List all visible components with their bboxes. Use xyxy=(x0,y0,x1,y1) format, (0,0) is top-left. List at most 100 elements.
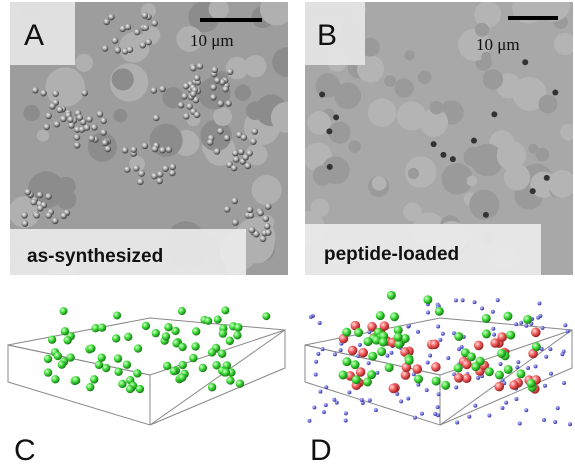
bead xyxy=(159,86,166,93)
sphere xyxy=(87,344,95,352)
sphere xyxy=(497,332,507,342)
bead xyxy=(166,146,173,153)
sphere xyxy=(454,373,464,383)
figure: A 10 μm as-synthesized B 10 μm peptide-l… xyxy=(0,0,575,473)
dot xyxy=(544,355,548,359)
dot xyxy=(316,352,320,356)
bead xyxy=(133,165,140,172)
sphere xyxy=(219,329,227,337)
sphere xyxy=(208,348,216,356)
sphere xyxy=(72,376,80,384)
bead xyxy=(114,47,121,54)
dot xyxy=(536,316,540,320)
spot xyxy=(431,141,437,147)
dot xyxy=(318,321,322,325)
sphere xyxy=(208,383,216,391)
bead xyxy=(138,170,145,177)
dot xyxy=(500,406,504,410)
bead xyxy=(40,90,47,97)
dot xyxy=(321,347,325,351)
bead xyxy=(190,65,197,72)
texture xyxy=(483,69,503,89)
dot xyxy=(519,321,523,325)
sphere xyxy=(152,329,160,337)
texture xyxy=(271,102,302,133)
dot xyxy=(413,416,417,420)
bead xyxy=(248,212,255,219)
bead xyxy=(247,206,254,213)
dot xyxy=(318,390,322,394)
bead xyxy=(21,212,28,219)
sphere xyxy=(171,327,179,335)
bead xyxy=(134,29,141,36)
bead xyxy=(222,86,229,93)
bead xyxy=(22,220,29,227)
sphere xyxy=(114,368,122,376)
sphere xyxy=(226,376,234,384)
sphere xyxy=(531,328,541,338)
sphere xyxy=(376,311,385,320)
sphere xyxy=(214,316,222,324)
texture xyxy=(23,105,39,121)
bead xyxy=(245,163,252,170)
bead xyxy=(217,100,224,107)
sphere xyxy=(262,312,270,320)
bead xyxy=(37,192,44,199)
bead xyxy=(224,206,231,213)
dot xyxy=(476,376,480,380)
sphere xyxy=(44,368,52,376)
spheres-c xyxy=(44,306,271,393)
sphere xyxy=(368,352,377,361)
dot xyxy=(563,323,567,327)
bead xyxy=(86,116,93,123)
texture xyxy=(112,68,134,90)
sphere xyxy=(394,333,403,342)
scale-label: 10 μm xyxy=(190,31,234,50)
sphere xyxy=(133,369,141,377)
sphere xyxy=(389,384,399,394)
bead xyxy=(260,236,267,243)
bead xyxy=(81,90,88,97)
dot xyxy=(385,354,389,358)
bead xyxy=(232,150,239,157)
bead xyxy=(76,114,83,121)
sphere xyxy=(66,353,74,361)
bead xyxy=(250,138,257,145)
sphere xyxy=(356,367,366,377)
bead xyxy=(54,121,61,128)
bead xyxy=(181,93,188,100)
sphere xyxy=(61,327,69,335)
dot xyxy=(433,412,437,416)
sphere xyxy=(123,361,131,369)
bead xyxy=(249,227,256,234)
sphere xyxy=(163,362,171,370)
texture xyxy=(252,175,282,205)
sphere xyxy=(482,314,491,323)
sphere xyxy=(342,328,351,337)
bead xyxy=(257,210,264,217)
sphere xyxy=(221,306,229,314)
sphere xyxy=(454,364,463,373)
sphere xyxy=(412,364,422,374)
spot xyxy=(471,138,477,144)
dot xyxy=(566,329,570,333)
dot xyxy=(339,348,343,352)
sphere xyxy=(423,295,432,304)
dot xyxy=(368,398,372,402)
sphere xyxy=(222,368,230,376)
dot xyxy=(498,362,502,366)
bead xyxy=(169,170,176,177)
bead xyxy=(156,178,163,185)
bead xyxy=(207,139,214,146)
dot xyxy=(526,366,530,370)
sphere xyxy=(516,369,525,378)
sphere xyxy=(363,377,372,386)
dot xyxy=(324,403,328,407)
bead xyxy=(122,147,129,154)
dot xyxy=(309,315,313,319)
bead xyxy=(265,229,272,236)
panel-letter: C xyxy=(14,434,36,467)
sphere xyxy=(387,291,396,300)
dot xyxy=(314,360,318,364)
bead xyxy=(224,135,231,142)
